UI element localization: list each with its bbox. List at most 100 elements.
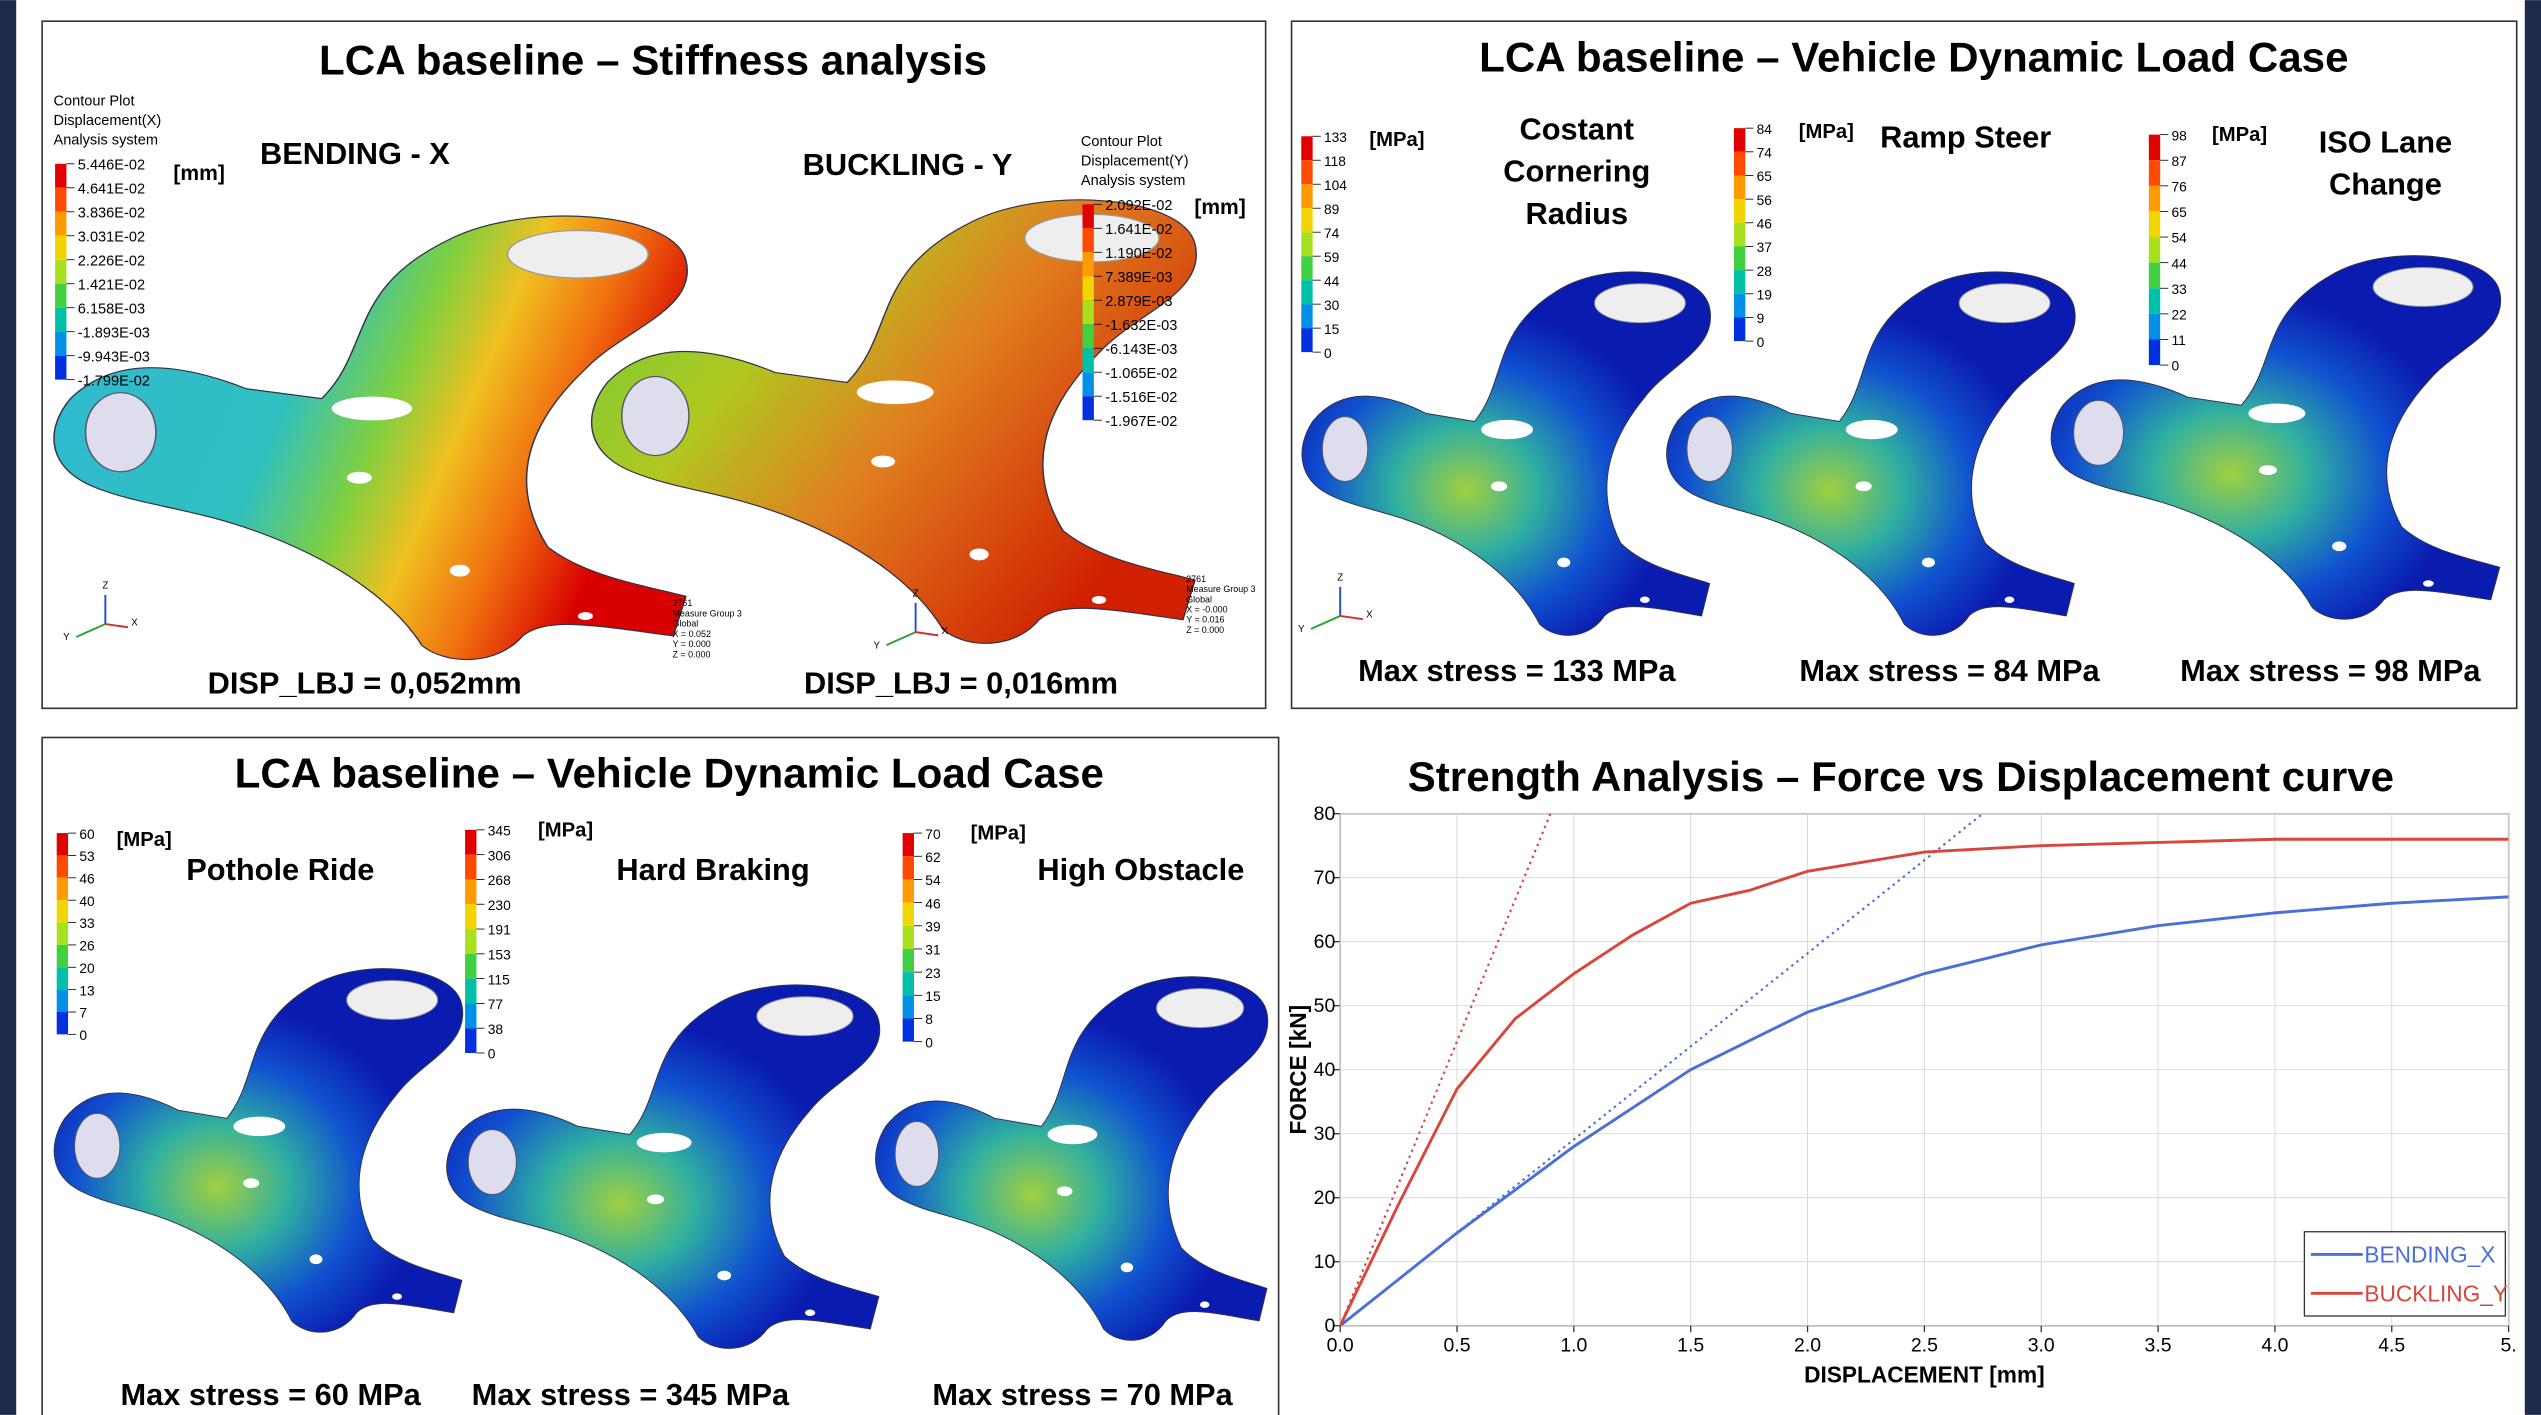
legend-label: BENDING_X: [2364, 1242, 2495, 1268]
y-tick-label: 80: [1314, 803, 1336, 825]
legend-swatch: [55, 356, 66, 380]
legend-swatch: [1083, 372, 1094, 396]
legend-swatch: [57, 923, 68, 945]
legend-value: -6.143E-03: [1105, 342, 1177, 358]
legend-swatch: [57, 990, 68, 1012]
legend-swatch: [1083, 276, 1094, 300]
legend-value: 1.421E-02: [78, 277, 145, 293]
legend-value: 0: [488, 1047, 496, 1062]
legend-value: 20: [79, 961, 95, 976]
legend-value: 2.879E-03: [1105, 294, 1172, 310]
legend-value: 77: [488, 997, 503, 1012]
legend-value: 39: [925, 919, 940, 934]
result: Max stress = 84 MPa: [1799, 653, 2100, 688]
probe-note: X = -0.000: [1186, 605, 1227, 615]
legend-swatch: [903, 972, 914, 995]
legend-value: 8: [925, 1012, 933, 1027]
x-tick-label: 3.0: [2028, 1335, 2055, 1357]
legend-value: 3.031E-02: [78, 229, 145, 245]
legend-swatch: [465, 1028, 476, 1053]
result: DISP_LBJ = 0,052mm: [208, 666, 522, 701]
x-tick-label: 1.0: [1560, 1335, 1587, 1357]
legend-value: 22: [2172, 308, 2187, 323]
result: Max stress = 133 MPa: [1358, 653, 1676, 688]
slide: LCA baseline – Stiffness analysis LCA ba…: [0, 0, 2541, 1415]
legend-swatch: [55, 236, 66, 260]
probe-note: Z = 0.000: [1186, 625, 1224, 635]
panel-title: LCA baseline – Vehicle Dynamic Load Case: [235, 750, 1104, 797]
legend-value: 15: [925, 989, 941, 1004]
legend-unit: [MPa]: [971, 823, 1026, 845]
legend-value: 230: [488, 898, 511, 913]
legend-value: 37: [1757, 240, 1772, 255]
result: Max stress = 70 MPa: [932, 1377, 1233, 1412]
legend-swatch: [2149, 160, 2160, 186]
probe-note: Y = 0.000: [673, 639, 711, 649]
legend-swatch: [57, 833, 68, 855]
legend-unit: [mm]: [1194, 196, 1245, 219]
view-label: Change: [2329, 167, 2442, 202]
y-tick-label: 60: [1314, 931, 1336, 953]
legend-value: 11: [2172, 333, 2186, 348]
legend-value: 54: [925, 873, 941, 888]
x-tick-label: 5.: [2500, 1335, 2516, 1357]
legend-value: 33: [2172, 282, 2188, 297]
result: Max stress = 60 MPa: [120, 1377, 421, 1412]
triad-label: Y: [1298, 624, 1305, 635]
legend-value: 44: [2172, 256, 2188, 271]
legend-header: Displacement(X): [53, 113, 161, 129]
triad-label: X: [131, 618, 138, 629]
legend-swatch: [1734, 246, 1745, 270]
legend-value: -1.967E-02: [1105, 414, 1177, 430]
y-tick-label: 40: [1314, 1059, 1336, 1081]
legend-swatch: [2149, 237, 2160, 263]
legend-swatch: [903, 856, 914, 879]
x-tick-label: 2.0: [1794, 1335, 1821, 1357]
legend-value: 89: [1324, 202, 1339, 217]
y-axis-label: FORCE [kN]: [1285, 1005, 1311, 1135]
legend-header: Analysis system: [1081, 173, 1186, 189]
legend-value: 74: [1757, 145, 1773, 160]
triad-label: Y: [63, 632, 70, 643]
legend-value: 115: [488, 972, 510, 987]
legend-swatch: [1083, 204, 1094, 228]
probe-note: Global: [673, 619, 699, 629]
legend-value: 4.641E-02: [78, 181, 145, 197]
legend-swatch: [1301, 208, 1312, 232]
legend-header: Analysis system: [53, 132, 158, 148]
legend-value: 306: [488, 848, 511, 863]
legend-value: 153: [488, 947, 511, 962]
x-tick-label: 3.5: [2145, 1335, 2172, 1357]
view-label: Ramp Steer: [1880, 120, 2051, 155]
legend-value: 0: [1324, 346, 1332, 361]
legend-swatch: [1301, 256, 1312, 280]
legend-value: 62: [925, 850, 940, 865]
x-tick-label: 1.5: [1677, 1335, 1704, 1357]
legend-swatch: [903, 995, 914, 1018]
legend-swatch: [55, 188, 66, 212]
view-label: Cornering: [1503, 154, 1650, 189]
y-tick-label: 70: [1314, 867, 1336, 889]
legend-value: 76: [2172, 180, 2188, 195]
legend-value: 54: [2172, 231, 2188, 246]
legend-value: -1.893E-03: [78, 325, 150, 341]
x-tick-label: 4.5: [2378, 1335, 2405, 1357]
legend-value: 0: [2172, 359, 2180, 374]
legend-swatch: [55, 164, 66, 188]
x-tick-label: 0.5: [1444, 1335, 1471, 1357]
view-label: BUCKLING - Y: [803, 147, 1013, 182]
legend-value: -1.065E-02: [1105, 366, 1177, 382]
legend-value: 26: [79, 939, 95, 954]
legend-label: BUCKLING_Y: [2364, 1280, 2508, 1306]
legend-swatch: [2149, 186, 2160, 212]
legend-swatch: [465, 855, 476, 880]
legend-value: 7: [79, 1006, 87, 1021]
legend-swatch: [465, 904, 476, 929]
legend-value: 59: [1324, 250, 1339, 265]
legend-swatch: [2149, 288, 2160, 314]
legend-swatch: [55, 332, 66, 356]
legend-value: 0: [925, 1035, 933, 1050]
legend-value: 65: [2172, 205, 2188, 220]
panel-title: LCA baseline – Stiffness analysis: [319, 37, 987, 84]
legend-swatch: [57, 878, 68, 900]
